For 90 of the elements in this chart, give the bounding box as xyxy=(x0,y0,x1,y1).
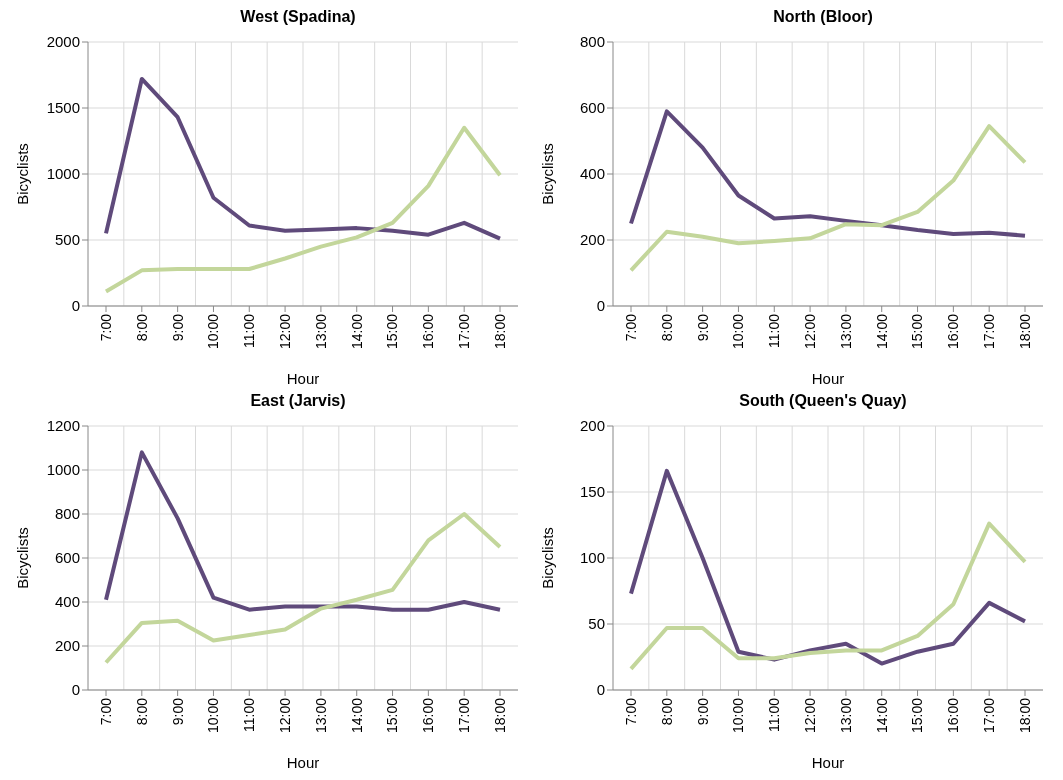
x-tick-label: 12:00 xyxy=(802,313,819,350)
y-tick-label: 1500 xyxy=(46,99,80,117)
x-tick-label: 18:00 xyxy=(491,697,508,734)
x-tick-label: 16:00 xyxy=(420,697,437,734)
x-axis-title: Hour xyxy=(286,754,320,771)
x-tick-label: 14:00 xyxy=(348,697,365,734)
x-axis-title: Hour xyxy=(286,370,320,387)
x-tick-label: 8:00 xyxy=(658,313,675,342)
y-tick-label: 1200 xyxy=(46,417,80,435)
y-tick-label: 800 xyxy=(54,505,80,523)
x-tick-label: 15:00 xyxy=(909,697,926,734)
line-series xyxy=(629,521,1027,671)
x-tick-label: 7:00 xyxy=(622,313,639,342)
y-tick-label: 0 xyxy=(596,681,605,699)
y-tick-label: 1000 xyxy=(46,165,80,183)
chart-title: North (Bloor) xyxy=(772,8,874,27)
y-axis-title: Bicyclists xyxy=(14,143,32,205)
x-tick-label: 11:00 xyxy=(241,697,258,732)
y-tick-label: 600 xyxy=(54,549,80,567)
x-tick-label: 11:00 xyxy=(766,313,783,348)
y-axis-title: Bicyclists xyxy=(14,527,32,589)
x-tick-label: 7:00 xyxy=(622,697,639,726)
y-tick-label: 500 xyxy=(54,231,80,249)
y-tick-label: 200 xyxy=(54,637,80,655)
y-tick-label: 400 xyxy=(579,165,605,183)
y-tick-label: 200 xyxy=(579,417,605,435)
x-tick-label: 12:00 xyxy=(277,697,294,734)
x-tick-label: 15:00 xyxy=(384,313,401,350)
y-tick-label: 200 xyxy=(579,231,605,249)
x-tick-label: 11:00 xyxy=(241,313,258,348)
x-tick-label: 7:00 xyxy=(97,313,114,342)
y-tick-label: 50 xyxy=(588,615,605,633)
y-tick-label: 400 xyxy=(54,593,80,611)
x-tick-label: 8:00 xyxy=(133,313,150,342)
chart-title: South (Queen's Quay) xyxy=(738,392,908,411)
line-series xyxy=(629,109,1027,238)
x-tick-label: 18:00 xyxy=(1016,697,1033,734)
x-tick-label: 8:00 xyxy=(133,697,150,726)
line-series xyxy=(104,512,502,665)
chart-title: East (Jarvis) xyxy=(249,392,347,411)
x-tick-label: 13:00 xyxy=(837,697,854,734)
x-tick-label: 9:00 xyxy=(694,697,711,726)
x-tick-label: 17:00 xyxy=(456,313,473,350)
y-axis-title: Bicyclists xyxy=(539,527,557,589)
x-tick-label: 13:00 xyxy=(837,313,854,350)
x-tick-label: 11:00 xyxy=(766,697,783,732)
x-tick-label: 10:00 xyxy=(205,313,222,350)
line-series xyxy=(629,468,1027,666)
y-tick-label: 0 xyxy=(71,297,80,315)
y-tick-label: 150 xyxy=(579,483,605,501)
y-tick-label: 2000 xyxy=(46,33,80,51)
line-series xyxy=(104,76,502,241)
y-tick-label: 1000 xyxy=(46,461,80,479)
x-tick-label: 10:00 xyxy=(205,697,222,734)
x-tick-label: 9:00 xyxy=(169,313,186,342)
x-tick-label: 15:00 xyxy=(909,313,926,350)
x-tick-label: 17:00 xyxy=(981,697,998,734)
y-axis-title: Bicyclists xyxy=(539,143,557,205)
x-tick-label: 8:00 xyxy=(658,697,675,726)
x-tick-label: 16:00 xyxy=(945,313,962,350)
x-axis-title: Hour xyxy=(811,370,845,387)
x-tick-label: 14:00 xyxy=(873,313,890,350)
x-tick-label: 12:00 xyxy=(277,313,294,350)
y-tick-label: 100 xyxy=(579,549,605,567)
x-tick-label: 13:00 xyxy=(312,313,329,350)
line-series xyxy=(629,124,1027,273)
x-tick-label: 9:00 xyxy=(694,313,711,342)
y-tick-label: 0 xyxy=(71,681,80,699)
chart-title: West (Spadina) xyxy=(239,8,357,27)
x-tick-label: 18:00 xyxy=(491,313,508,350)
y-tick-label: 800 xyxy=(579,33,605,51)
x-tick-label: 13:00 xyxy=(312,697,329,734)
line-series xyxy=(104,450,502,612)
x-tick-label: 7:00 xyxy=(97,697,114,726)
x-tick-label: 14:00 xyxy=(348,313,365,350)
x-tick-label: 18:00 xyxy=(1016,313,1033,350)
x-tick-label: 9:00 xyxy=(169,697,186,726)
x-tick-label: 16:00 xyxy=(945,697,962,734)
x-tick-label: 14:00 xyxy=(873,697,890,734)
x-tick-label: 15:00 xyxy=(384,697,401,734)
x-tick-label: 17:00 xyxy=(456,697,473,734)
line-series xyxy=(104,125,502,294)
x-axis-title: Hour xyxy=(811,754,845,771)
x-tick-label: 10:00 xyxy=(730,697,747,734)
x-tick-label: 17:00 xyxy=(981,313,998,350)
x-tick-label: 16:00 xyxy=(420,313,437,350)
y-tick-label: 0 xyxy=(596,297,605,315)
x-tick-label: 12:00 xyxy=(802,697,819,734)
x-tick-label: 10:00 xyxy=(730,313,747,350)
y-tick-label: 600 xyxy=(579,99,605,117)
